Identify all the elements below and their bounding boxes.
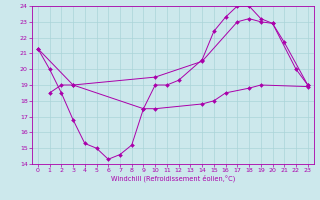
X-axis label: Windchill (Refroidissement éolien,°C): Windchill (Refroidissement éolien,°C) [111,175,235,182]
